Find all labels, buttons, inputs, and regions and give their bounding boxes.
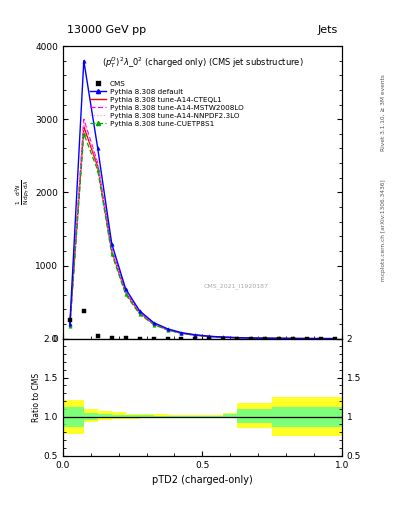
X-axis label: pTD2 (charged-only): pTD2 (charged-only) bbox=[152, 475, 253, 485]
Text: Rivet 3.1.10, ≥ 3M events: Rivet 3.1.10, ≥ 3M events bbox=[381, 74, 386, 151]
Y-axis label: Ratio to CMS: Ratio to CMS bbox=[32, 373, 41, 422]
Text: CMS_2021_I1920187: CMS_2021_I1920187 bbox=[204, 283, 268, 289]
Text: Jets: Jets bbox=[318, 25, 338, 35]
Legend: CMS, Pythia 8.308 default, Pythia 8.308 tune-A14-CTEQL1, Pythia 8.308 tune-A14-M: CMS, Pythia 8.308 default, Pythia 8.308 … bbox=[89, 79, 245, 129]
Text: $(p_T^D)^2\lambda\_0^2$ (charged only) (CMS jet substructure): $(p_T^D)^2\lambda\_0^2$ (charged only) (… bbox=[101, 55, 303, 70]
Text: mcplots.cern.ch [arXiv:1306.3436]: mcplots.cern.ch [arXiv:1306.3436] bbox=[381, 180, 386, 281]
Y-axis label: $\frac{1}{\mathrm{N}}\frac{\mathrm{d}^2 N}{\mathrm{d}p_T\,\mathrm{d}\lambda}$: $\frac{1}{\mathrm{N}}\frac{\mathrm{d}^2 … bbox=[14, 180, 32, 205]
Text: 13000 GeV pp: 13000 GeV pp bbox=[67, 25, 146, 35]
